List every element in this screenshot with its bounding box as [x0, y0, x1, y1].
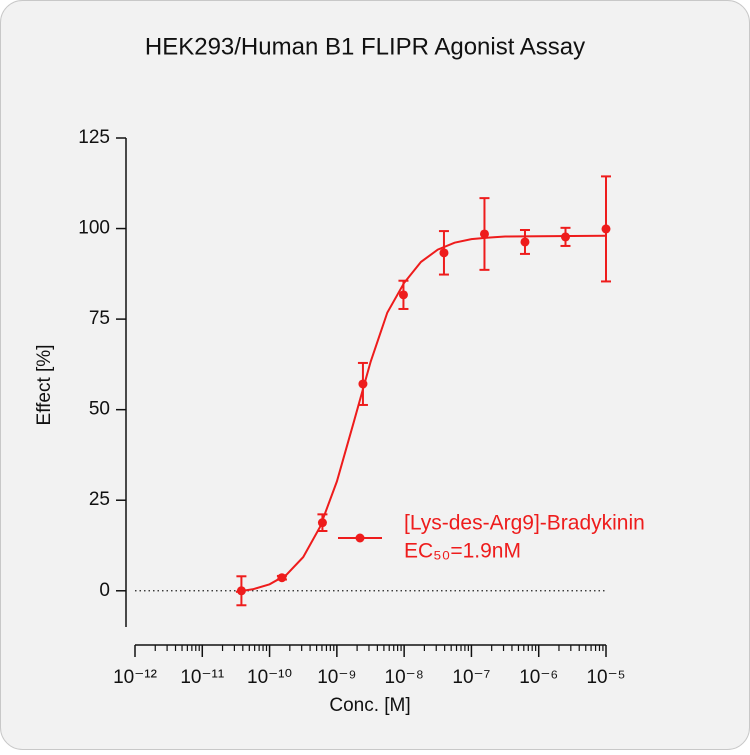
x-tick-label: 10⁻⁹	[317, 667, 356, 688]
y-tick-label: 0	[99, 580, 110, 601]
data-point	[277, 573, 287, 583]
x-tick-label: 10⁻⁷	[452, 667, 490, 688]
annotation: EC₅₀=1.9nM	[404, 540, 521, 563]
legend-label: [Lys-des-Arg9]-Bradykinin	[404, 512, 645, 535]
y-tick-label: 75	[89, 308, 110, 329]
data-point	[520, 237, 530, 247]
legend-marker	[355, 533, 365, 543]
data-point	[479, 229, 489, 239]
data-point	[358, 379, 368, 389]
y-tick-label: 25	[89, 489, 110, 510]
chart-title: HEK293/Human B1 FLIPR Agonist Assay	[145, 33, 585, 60]
x-axis-label: Conc. [M]	[329, 695, 410, 716]
x-tick-label: 10⁻¹²	[113, 667, 157, 688]
data-point	[236, 586, 246, 596]
y-tick-label: 125	[78, 127, 110, 148]
data-point	[439, 248, 449, 258]
data-point	[317, 518, 327, 528]
x-tick-label: 10⁻⁸	[385, 667, 424, 688]
x-tick-label: 10⁻⁶	[519, 667, 558, 688]
data-point	[601, 224, 611, 234]
x-tick-label: 10⁻⁵	[586, 667, 625, 688]
data-point	[398, 290, 408, 300]
data-point	[560, 232, 570, 242]
y-axis-label: Effect [%]	[34, 345, 55, 426]
x-tick-label: 10⁻¹¹	[180, 667, 224, 688]
y-tick-label: 50	[89, 399, 110, 420]
y-tick-label: 100	[78, 218, 110, 239]
x-tick-label: 10⁻¹⁰	[247, 667, 292, 688]
fit-curve	[235, 234, 607, 593]
